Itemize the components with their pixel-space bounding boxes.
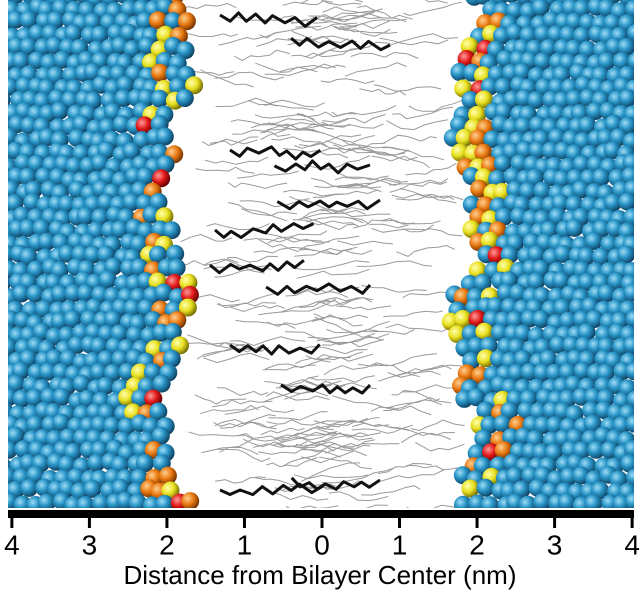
- atom: [620, 455, 638, 473]
- atom: [584, 494, 602, 512]
- atom: [168, 259, 186, 277]
- atom: [53, 388, 71, 406]
- atom: [181, 492, 199, 510]
- atom: [51, 102, 69, 120]
- atom: [617, 246, 635, 264]
- atom: [176, 89, 194, 107]
- atom: [38, 494, 56, 512]
- atom: [619, 89, 637, 107]
- axis-label: Distance from Bilayer Center (nm): [124, 560, 517, 590]
- atom: [566, 219, 584, 237]
- atom: [623, 284, 641, 302]
- tick-label: 2: [469, 529, 485, 560]
- atom: [558, 493, 576, 511]
- atom: [151, 90, 169, 108]
- x-axis: 4 3 2 1 0 1 2 3 4: [4, 510, 640, 560]
- atom: [618, 193, 636, 211]
- tick-label: 3: [82, 529, 98, 560]
- tick-label: 3: [547, 529, 563, 560]
- atom: [156, 128, 174, 146]
- simulation-snapshot: [0, 0, 641, 515]
- tick-label: 1: [392, 529, 408, 560]
- figure: 4 3 2 1 0 1 2 3 4 Distance from Bilayer Center (…: [0, 0, 641, 591]
- tick-label: 0: [314, 529, 330, 560]
- tick-label: 4: [4, 529, 20, 560]
- tick-label: 2: [159, 529, 175, 560]
- tick-label: 1: [237, 529, 253, 560]
- tick-label: 4: [624, 529, 640, 560]
- atom: [623, 336, 641, 354]
